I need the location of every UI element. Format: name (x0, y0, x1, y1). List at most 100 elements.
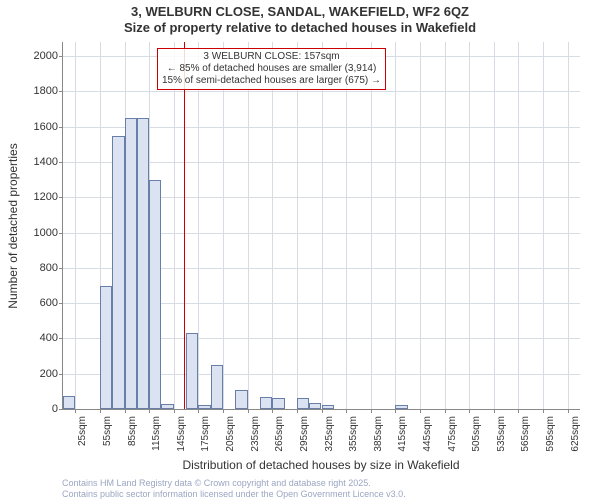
xtick-mark (297, 409, 298, 413)
histogram-bar (100, 286, 112, 410)
gridline-vertical (272, 42, 273, 409)
xtick-mark (518, 409, 519, 413)
attribution-line1: Contains HM Land Registry data © Crown c… (62, 478, 371, 488)
xtick-label: 385sqm (373, 416, 384, 462)
xtick-mark (248, 409, 249, 413)
xtick-label: 595sqm (545, 416, 556, 462)
annotation-line3: 15% of semi-detached houses are larger (… (162, 75, 381, 87)
xtick-label: 115sqm (151, 416, 162, 462)
xtick-label: 25sqm (77, 416, 88, 462)
xtick-mark (445, 409, 446, 413)
xtick-label: 325sqm (324, 416, 335, 462)
chart-container: 3, WELBURN CLOSE, SANDAL, WAKEFIELD, WF2… (0, 0, 600, 500)
gridline-vertical (371, 42, 372, 409)
ytick-mark (59, 409, 63, 410)
xtick-mark (322, 409, 323, 413)
xtick-mark (223, 409, 224, 413)
ytick-label: 1400 (8, 156, 58, 168)
histogram-bar (272, 398, 284, 409)
x-axis-label: Distribution of detached houses by size … (62, 458, 580, 472)
xtick-mark (371, 409, 372, 413)
histogram-bar (63, 396, 75, 409)
histogram-bar (211, 365, 223, 409)
histogram-bar (297, 398, 309, 409)
xtick-mark (174, 409, 175, 413)
chart-title-line2: Size of property relative to detached ho… (0, 20, 600, 35)
gridline-vertical (174, 42, 175, 409)
xtick-mark (494, 409, 495, 413)
ytick-label: 1600 (8, 121, 58, 133)
plot-area: 3 WELBURN CLOSE: 157sqm← 85% of detached… (62, 42, 580, 410)
xtick-label: 175sqm (200, 416, 211, 462)
ytick-label: 1800 (8, 85, 58, 97)
gridline-vertical (469, 42, 470, 409)
xtick-label: 55sqm (102, 416, 113, 462)
histogram-bar (395, 405, 407, 409)
gridline-vertical (494, 42, 495, 409)
ytick-label: 1200 (8, 191, 58, 203)
gridline-vertical (346, 42, 347, 409)
gridline-vertical (223, 42, 224, 409)
histogram-bar (186, 333, 198, 409)
gridline-vertical (322, 42, 323, 409)
annotation-line1: 3 WELBURN CLOSE: 157sqm (162, 51, 381, 63)
gridline-vertical (75, 42, 76, 409)
xtick-label: 355sqm (348, 416, 359, 462)
ytick-label: 2000 (8, 50, 58, 62)
xtick-label: 625sqm (570, 416, 581, 462)
ytick-mark (59, 374, 63, 375)
ytick-label: 400 (8, 332, 58, 344)
histogram-bar (309, 403, 321, 409)
ytick-label: 0 (8, 403, 58, 415)
xtick-label: 415sqm (397, 416, 408, 462)
gridline-vertical (248, 42, 249, 409)
annotation-line2: ← 85% of detached houses are smaller (3,… (162, 63, 381, 75)
histogram-bar (322, 405, 334, 409)
xtick-label: 205sqm (225, 416, 236, 462)
xtick-label: 145sqm (176, 416, 187, 462)
xtick-label: 565sqm (520, 416, 531, 462)
gridline-vertical (543, 42, 544, 409)
gridline-vertical (297, 42, 298, 409)
xtick-label: 85sqm (127, 416, 138, 462)
gridline-vertical (518, 42, 519, 409)
xtick-mark (469, 409, 470, 413)
xtick-label: 505sqm (471, 416, 482, 462)
histogram-bar (260, 397, 272, 409)
gridline-vertical (568, 42, 569, 409)
histogram-bar (125, 118, 137, 409)
histogram-bar (161, 404, 173, 409)
ytick-mark (59, 197, 63, 198)
ytick-label: 800 (8, 262, 58, 274)
gridline-vertical (395, 42, 396, 409)
xtick-mark (272, 409, 273, 413)
xtick-label: 235sqm (250, 416, 261, 462)
ytick-label: 1000 (8, 227, 58, 239)
xtick-mark (395, 409, 396, 413)
xtick-mark (100, 409, 101, 413)
annotation-box: 3 WELBURN CLOSE: 157sqm← 85% of detached… (157, 48, 386, 90)
xtick-mark (420, 409, 421, 413)
ytick-mark (59, 338, 63, 339)
histogram-bar (137, 118, 149, 409)
ytick-label: 200 (8, 368, 58, 380)
xtick-mark (125, 409, 126, 413)
xtick-label: 295sqm (299, 416, 310, 462)
ytick-mark (59, 162, 63, 163)
reference-line (184, 42, 185, 409)
ytick-mark (59, 91, 63, 92)
chart-title-line1: 3, WELBURN CLOSE, SANDAL, WAKEFIELD, WF2… (0, 4, 600, 19)
xtick-label: 475sqm (447, 416, 458, 462)
xtick-mark (198, 409, 199, 413)
gridline-vertical (420, 42, 421, 409)
gridline-vertical (445, 42, 446, 409)
xtick-label: 445sqm (422, 416, 433, 462)
ytick-mark (59, 127, 63, 128)
xtick-label: 265sqm (274, 416, 285, 462)
ytick-label: 600 (8, 297, 58, 309)
histogram-bar (112, 136, 124, 409)
xtick-mark (75, 409, 76, 413)
ytick-mark (59, 268, 63, 269)
ytick-mark (59, 56, 63, 57)
histogram-bar (235, 390, 247, 409)
